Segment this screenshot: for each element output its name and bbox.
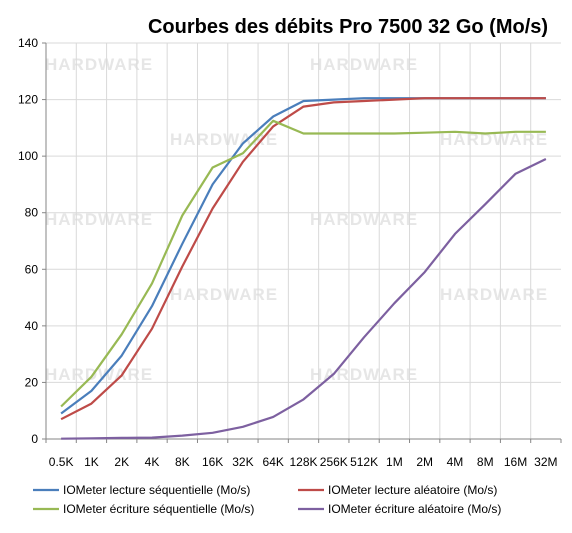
- x-tick-label: 8K: [175, 455, 190, 469]
- y-tick-labels: 0 20 40 60 80 100 120 140: [18, 36, 38, 446]
- x-tick-label: 32M: [534, 455, 557, 469]
- x-tick-label: 8M: [477, 455, 494, 469]
- chart-title: Courbes des débits Pro 7500 32 Go (Mo/s): [148, 16, 548, 38]
- series-line-3: [60, 119, 546, 408]
- x-tick-label: 2M: [416, 455, 433, 469]
- axes: [42, 42, 562, 443]
- y-tick-label: 60: [25, 262, 39, 276]
- watermark-text: HARDWARE: [440, 130, 548, 149]
- y-tick-label: 0: [31, 432, 38, 446]
- y-tick-label: 100: [18, 149, 38, 163]
- x-tick-label: 512K: [350, 455, 378, 469]
- x-tick-label: 4M: [447, 455, 464, 469]
- watermark-layer: HARDWARE HARDWARE HARDWARE HARDWARE HARDWARE…: [45, 55, 548, 384]
- y-tick-label: 20: [25, 375, 39, 389]
- watermark-text: HARDWARE: [45, 210, 153, 229]
- watermark-text: HARDWARE: [310, 55, 418, 74]
- x-tick-label: 64K: [263, 455, 284, 469]
- watermark-text: HARDWARE: [170, 285, 278, 304]
- legend-label-3: IOMeter écriture séquentielle (Mo/s): [63, 502, 254, 516]
- x-tick-label: 16M: [504, 455, 527, 469]
- y-tick-label: 80: [25, 206, 39, 220]
- x-tick-label: 16K: [202, 455, 223, 469]
- x-tick-labels: 0.5K 1K 2K 4K 8K 16K 32K 64K 128K 256K 512K 1M 2M 4M 8…: [49, 455, 558, 469]
- x-tick-label: 0.5K: [49, 455, 74, 469]
- x-tick-label: 128K: [289, 455, 317, 469]
- legend-label-4: IOMeter écriture aléatoire (Mo/s): [328, 502, 501, 516]
- y-tick-label: 140: [18, 36, 38, 50]
- watermark-text: HARDWARE: [440, 285, 548, 304]
- legend-label-1: IOMeter lecture séquentielle (Mo/s): [63, 483, 250, 497]
- watermark-text: HARDWARE: [45, 55, 153, 74]
- series-line-2: [60, 97, 546, 421]
- x-tick-label: 1M: [386, 455, 403, 469]
- x-tick-label: 4K: [145, 455, 160, 469]
- series-line-4: [61, 158, 547, 440]
- gridlines: [46, 42, 561, 439]
- legend-label-2: IOMeter lecture aléatoire (Mo/s): [328, 483, 497, 497]
- y-tick-label: 40: [25, 319, 39, 333]
- series-lines: [60, 97, 547, 440]
- x-tick-label: 1K: [84, 455, 99, 469]
- x-tick-label: 256K: [320, 455, 348, 469]
- legend: IOMeter lecture séquentielle (Mo/s) IOMet…: [33, 483, 501, 516]
- x-tick-label: 32K: [232, 455, 253, 469]
- watermark-text: HARDWARE: [310, 210, 418, 229]
- y-tick-label: 120: [18, 93, 38, 107]
- x-tick-label: 2K: [114, 455, 129, 469]
